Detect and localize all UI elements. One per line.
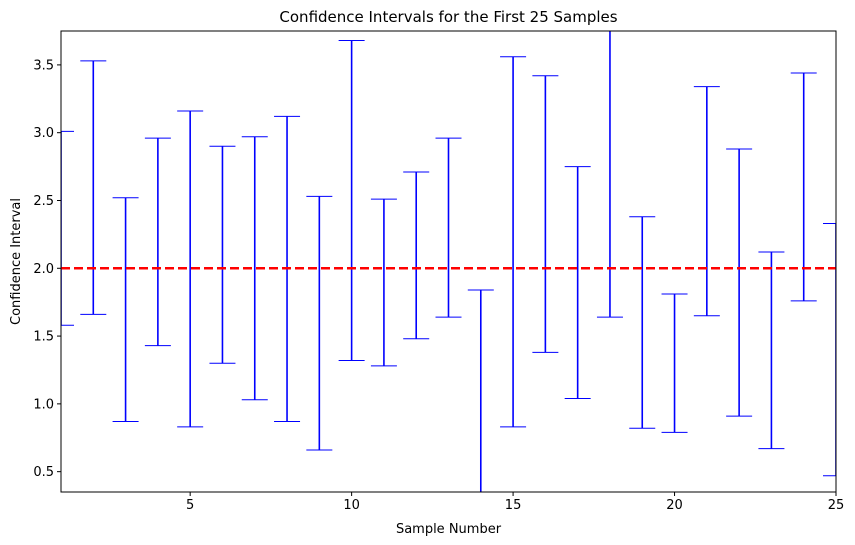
x-tick-label: 25 bbox=[828, 498, 845, 513]
interval-23 bbox=[758, 251, 785, 450]
interval-18 bbox=[596, 31, 623, 318]
interval-6 bbox=[209, 145, 236, 364]
interval-5 bbox=[177, 110, 204, 428]
plot-frame bbox=[60, 30, 837, 493]
interval-2 bbox=[80, 60, 107, 315]
x-tick-label: 15 bbox=[505, 498, 522, 513]
x-tick-label: 20 bbox=[666, 498, 683, 513]
y-axis-label: Confidence Interval bbox=[9, 198, 24, 325]
interval-17 bbox=[564, 166, 591, 399]
interval-14 bbox=[467, 289, 494, 492]
interval-7 bbox=[241, 136, 268, 401]
interval-4 bbox=[144, 137, 171, 347]
y-tick-label: 2.5 bbox=[33, 194, 54, 209]
interval-layer bbox=[61, 31, 836, 492]
x-tick-label: 10 bbox=[343, 498, 360, 513]
interval-15 bbox=[500, 56, 527, 428]
interval-11 bbox=[370, 198, 397, 367]
interval-22 bbox=[726, 148, 753, 417]
x-axis: 5 10 15 20 25 bbox=[186, 492, 844, 513]
y-tick-label: 1.5 bbox=[33, 330, 54, 345]
interval-1 bbox=[61, 130, 74, 326]
interval-12 bbox=[403, 171, 430, 340]
interval-20 bbox=[661, 293, 688, 433]
y-tick-label: 3.0 bbox=[33, 126, 54, 141]
y-tick-label: 3.5 bbox=[33, 58, 54, 73]
y-tick-label: 2.0 bbox=[33, 262, 54, 277]
x-tick-label: 5 bbox=[186, 498, 194, 513]
interval-3 bbox=[112, 197, 139, 422]
interval-16 bbox=[532, 75, 559, 353]
interval-19 bbox=[629, 216, 656, 429]
x-axis-label: Sample Number bbox=[396, 522, 502, 537]
interval-10 bbox=[338, 39, 365, 361]
interval-25 bbox=[823, 223, 836, 477]
interval-24 bbox=[790, 72, 817, 302]
y-tick-label: 1.0 bbox=[33, 397, 54, 412]
interval-21 bbox=[693, 86, 720, 317]
y-tick-label: 0.5 bbox=[33, 465, 54, 480]
y-axis: 0.5 1.0 1.5 2.0 2.5 3.0 3.5 bbox=[33, 58, 61, 480]
interval-13 bbox=[435, 137, 462, 318]
interval-9 bbox=[306, 195, 333, 451]
chart-title: Confidence Intervals for the First 25 Sa… bbox=[279, 8, 617, 26]
